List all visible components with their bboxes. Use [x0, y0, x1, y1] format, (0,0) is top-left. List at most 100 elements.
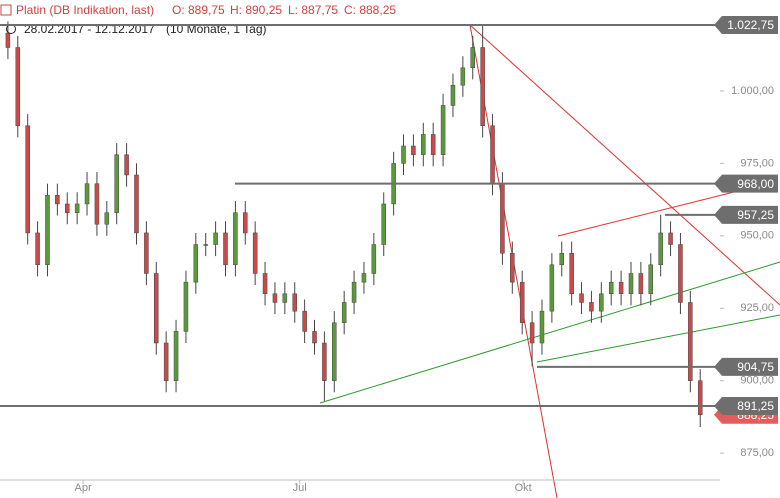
candle-body [74, 203, 80, 213]
candle-body [678, 244, 683, 303]
candle-body [450, 84, 456, 106]
price-box [714, 357, 778, 376]
candle-body [183, 281, 189, 332]
candle-body [213, 232, 218, 245]
x-tick-label: Jul [293, 482, 307, 494]
y-tick-label: 900,00 [740, 375, 774, 387]
candle-body [144, 232, 149, 274]
trend-line [319, 261, 780, 404]
candle-body [223, 232, 228, 266]
candle-body [658, 232, 663, 266]
candle-body [154, 273, 159, 344]
header-ohlc: O: 889,75 [172, 3, 225, 17]
header-ohlc: H: 890,25 [230, 3, 282, 17]
candle-body [688, 302, 693, 381]
header-title: Platin (DB Indikation, last) [16, 3, 154, 17]
candle-body [272, 293, 278, 303]
header-ohlc: L: 887,75 [288, 3, 338, 17]
candle-body [510, 252, 515, 283]
candle-body [94, 183, 100, 225]
candle-body [697, 380, 703, 415]
y-tick-label: 1.000,00 [731, 85, 774, 97]
candle-body [559, 252, 565, 266]
candle-body [134, 174, 139, 234]
candle-body [371, 244, 377, 274]
trend-line [557, 184, 763, 237]
price-box [714, 397, 778, 416]
y-tick-label: 925,00 [740, 302, 774, 314]
candle-body [114, 154, 119, 213]
candle-body [322, 342, 327, 381]
candle-body [529, 322, 535, 344]
candle-body [401, 145, 406, 164]
candle-body [480, 47, 485, 126]
price-box [714, 174, 778, 193]
candle-body [341, 302, 347, 323]
candle-body [668, 232, 673, 245]
candle-body [243, 212, 248, 234]
candle-body [302, 310, 307, 332]
candle-body [25, 125, 30, 234]
candle-body [648, 264, 654, 295]
candle-body [282, 293, 288, 303]
candle-body [163, 342, 169, 381]
candle-body [549, 264, 555, 312]
candle-body [104, 212, 110, 225]
candle-body [599, 293, 604, 312]
price-box-label: 968,00 [737, 177, 774, 191]
candle-body [430, 134, 436, 155]
candle-body [460, 67, 466, 86]
candle-body [381, 203, 386, 245]
candle-body [618, 281, 624, 295]
candle-body [411, 145, 416, 155]
candle-body [628, 273, 634, 295]
candle-body [470, 47, 475, 69]
candle-body [15, 47, 21, 126]
x-tick-label: Apr [75, 482, 92, 494]
candle-body [579, 293, 584, 303]
candle-body [173, 331, 179, 381]
candle-body [608, 281, 614, 295]
icon [0, 4, 12, 16]
candle-body [490, 125, 495, 184]
candle-body [65, 203, 70, 213]
candle-body [203, 244, 208, 246]
candle-body [440, 105, 446, 155]
candle-body [569, 252, 574, 295]
candle-body [84, 183, 90, 205]
price-box-label: 904,75 [737, 360, 774, 374]
candle-body [193, 244, 199, 283]
candle-body [312, 331, 317, 344]
price-box [714, 205, 778, 224]
trend-line [536, 314, 780, 363]
candle-body [35, 232, 40, 266]
candle-body [539, 310, 545, 344]
x-tick-label: Okt [515, 482, 532, 494]
trend-line [469, 24, 780, 306]
candle-body [124, 154, 129, 176]
candle-body [638, 273, 644, 295]
candle-body [5, 32, 11, 48]
y-tick-label: 975,00 [740, 157, 774, 169]
candle-body [332, 322, 337, 381]
price-box-label: 891,25 [737, 399, 774, 413]
price-box-label: 1.022,75 [727, 18, 774, 32]
price-box-label: 957,25 [737, 208, 774, 222]
plot [5, 21, 703, 428]
candle-body [500, 183, 505, 254]
candle-body [233, 212, 238, 266]
price-box [714, 16, 778, 35]
candle-body [55, 195, 60, 205]
candle-body [292, 293, 297, 312]
candle-body [519, 281, 525, 323]
y-tick-label: 950,00 [740, 230, 774, 242]
candle-body [361, 273, 367, 283]
candle-body [262, 273, 268, 295]
y-tick-label: 875,00 [740, 447, 774, 459]
candle-body [252, 232, 258, 274]
header-ohlc: C: 888,25 [344, 3, 396, 17]
candle-body [421, 134, 426, 155]
candle-body [351, 281, 357, 303]
